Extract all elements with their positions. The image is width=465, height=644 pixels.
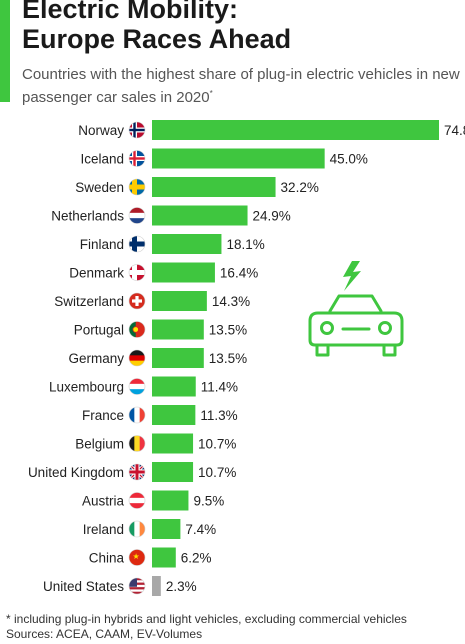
bar: [152, 234, 222, 254]
bar: [152, 148, 325, 169]
category-label: China: [89, 551, 125, 566]
chart-row: United States 2.3%: [43, 576, 197, 596]
flag-luxembourg-icon: [128, 378, 146, 395]
bar: [152, 462, 194, 482]
title-accent-bar: [0, 0, 10, 102]
flag-germany-icon: [128, 349, 146, 367]
chart-row: Denmark 16.4%: [69, 262, 258, 283]
bar: [152, 291, 207, 311]
bar: [152, 177, 276, 197]
bar: [152, 576, 161, 596]
chart-row: Netherlands 24.9%: [51, 205, 291, 226]
value-label: 6.2%: [181, 551, 212, 566]
chart-row: Finland 18.1%: [80, 234, 265, 254]
flag-norway-icon: [128, 121, 146, 139]
chart-row: Luxembourg 11.4%: [49, 376, 238, 397]
bar-chart: Norway 74.8% Iceland 45.0% Sweden 32.2% Nether…: [28, 120, 465, 596]
bar: [152, 519, 181, 539]
category-label: Finland: [80, 237, 124, 252]
chart-row: United Kingdom 10.7%: [28, 462, 236, 482]
value-label: 74.8%: [444, 123, 465, 138]
category-label: Iceland: [80, 152, 124, 167]
electric-car-icon: [308, 261, 404, 357]
value-label: 13.5%: [209, 351, 247, 366]
value-label: 16.4%: [220, 266, 258, 281]
flag-switzerland-icon: [128, 292, 146, 310]
flag-united-states-icon: [128, 577, 146, 595]
bar: [152, 205, 248, 226]
chart-row: Iceland 45.0%: [80, 148, 368, 169]
svg-text:★: ★: [133, 552, 140, 561]
title-line-2: Europe Races Ahead: [22, 24, 292, 54]
flag-belgium-icon: [128, 435, 146, 452]
value-label: 9.5%: [193, 494, 224, 509]
value-label: 24.9%: [253, 209, 291, 224]
category-label: Netherlands: [51, 209, 124, 224]
category-label: Portugal: [74, 323, 124, 338]
flag-united-kingdom-icon: [128, 463, 146, 481]
chart-row: Sweden 32.2%: [75, 177, 319, 197]
bar: [152, 490, 189, 511]
category-label: Denmark: [69, 266, 124, 281]
bar: [152, 405, 196, 425]
subtitle-text: Countries with the highest share of plug…: [22, 66, 460, 106]
bar: [152, 348, 204, 368]
chart-row: Ireland 7.4%: [83, 519, 216, 539]
value-label: 2.3%: [166, 579, 197, 594]
value-label: 32.2%: [281, 180, 319, 195]
chart-row: Austria 9.5%: [82, 490, 224, 511]
value-label: 11.4%: [201, 380, 238, 395]
bar: [152, 547, 176, 568]
category-label: Switzerland: [54, 294, 124, 309]
flag-netherlands-icon: [128, 207, 146, 224]
flag-portugal-icon: [128, 321, 146, 338]
value-label: 13.5%: [209, 323, 247, 338]
chart-row: Portugal 13.5%: [74, 319, 247, 340]
chart-row: Germany 13.5%: [68, 348, 247, 368]
category-label: United Kingdom: [28, 465, 124, 480]
category-label: Norway: [78, 123, 124, 138]
chart-row: Norway 74.8%: [78, 120, 465, 140]
category-label: Austria: [82, 494, 125, 509]
chart-row: France 11.3%: [82, 405, 238, 425]
source-note: Sources: ACEA, CAAM, EV-Volumes: [6, 627, 203, 641]
category-label: Ireland: [83, 522, 124, 537]
bar: [152, 120, 439, 140]
value-label: 7.4%: [185, 522, 216, 537]
flag-sweden-icon: [128, 178, 146, 196]
bar: [152, 433, 194, 454]
bar: [152, 262, 215, 283]
subtitle-footnote-marker: *: [209, 89, 213, 98]
chart-row: Belgium 10.7%: [75, 433, 236, 454]
chart-row: China ★ 6.2%: [89, 547, 212, 568]
value-label: 11.3%: [200, 408, 237, 423]
category-label: United States: [43, 579, 124, 594]
flag-ireland-icon: [128, 520, 146, 538]
flag-austria-icon: [128, 492, 146, 509]
footnote: * including plug-in hybrids and light ve…: [6, 612, 407, 626]
bar: [152, 319, 204, 340]
flag-france-icon: [128, 406, 146, 424]
value-label: 10.7%: [198, 437, 236, 452]
value-label: 18.1%: [226, 237, 264, 252]
title-line-1: Electric Mobility:: [22, 0, 239, 24]
bar: [152, 376, 196, 397]
category-label: Sweden: [75, 180, 124, 195]
flag-china-icon: ★: [128, 549, 146, 566]
category-label: Germany: [68, 351, 124, 366]
value-label: 45.0%: [330, 152, 368, 167]
flag-denmark-icon: [128, 264, 146, 281]
flag-iceland-icon: [128, 150, 146, 167]
chart-subtitle: Countries with the highest share of plug…: [22, 65, 462, 107]
category-label: Luxembourg: [49, 380, 124, 395]
flag-finland-icon: [128, 235, 146, 253]
chart-title: Electric Mobility: Europe Races Ahead: [22, 0, 291, 54]
category-label: Belgium: [75, 437, 124, 452]
value-label: 10.7%: [198, 465, 236, 480]
value-label: 14.3%: [212, 294, 250, 309]
category-label: France: [82, 408, 124, 423]
chart-row: Switzerland 14.3%: [54, 291, 250, 311]
